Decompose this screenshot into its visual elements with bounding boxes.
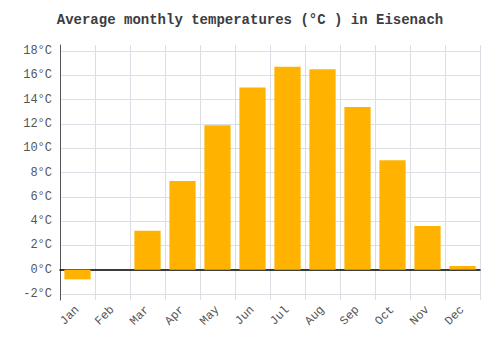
svg-text:Dec: Dec <box>442 303 467 328</box>
svg-text:10°C: 10°C <box>23 141 52 155</box>
svg-text:Mar: Mar <box>127 303 152 328</box>
svg-text:Jun: Jun <box>232 303 257 328</box>
svg-text:6°C: 6°C <box>30 190 52 204</box>
svg-text:Nov: Nov <box>407 303 432 328</box>
svg-text:Jul: Jul <box>267 303 292 328</box>
svg-text:18°C: 18°C <box>23 44 52 58</box>
svg-text:Aug: Aug <box>302 303 327 328</box>
svg-text:Oct: Oct <box>372 303 397 328</box>
svg-text:May: May <box>197 303 222 328</box>
svg-text:Average monthly temperatures (: Average monthly temperatures (°C ) in Ei… <box>57 12 443 28</box>
svg-text:12°C: 12°C <box>23 117 52 131</box>
svg-text:2°C: 2°C <box>30 238 52 252</box>
svg-text:Feb: Feb <box>92 303 117 328</box>
svg-text:-2°C: -2°C <box>23 287 52 301</box>
svg-text:Jan: Jan <box>57 303 82 328</box>
svg-text:16°C: 16°C <box>23 68 52 82</box>
svg-text:14°C: 14°C <box>23 93 52 107</box>
svg-text:Apr: Apr <box>162 303 187 328</box>
svg-text:4°C: 4°C <box>30 214 52 228</box>
svg-text:8°C: 8°C <box>30 166 52 180</box>
svg-text:Sep: Sep <box>337 303 362 328</box>
svg-text:0°C: 0°C <box>30 263 52 277</box>
